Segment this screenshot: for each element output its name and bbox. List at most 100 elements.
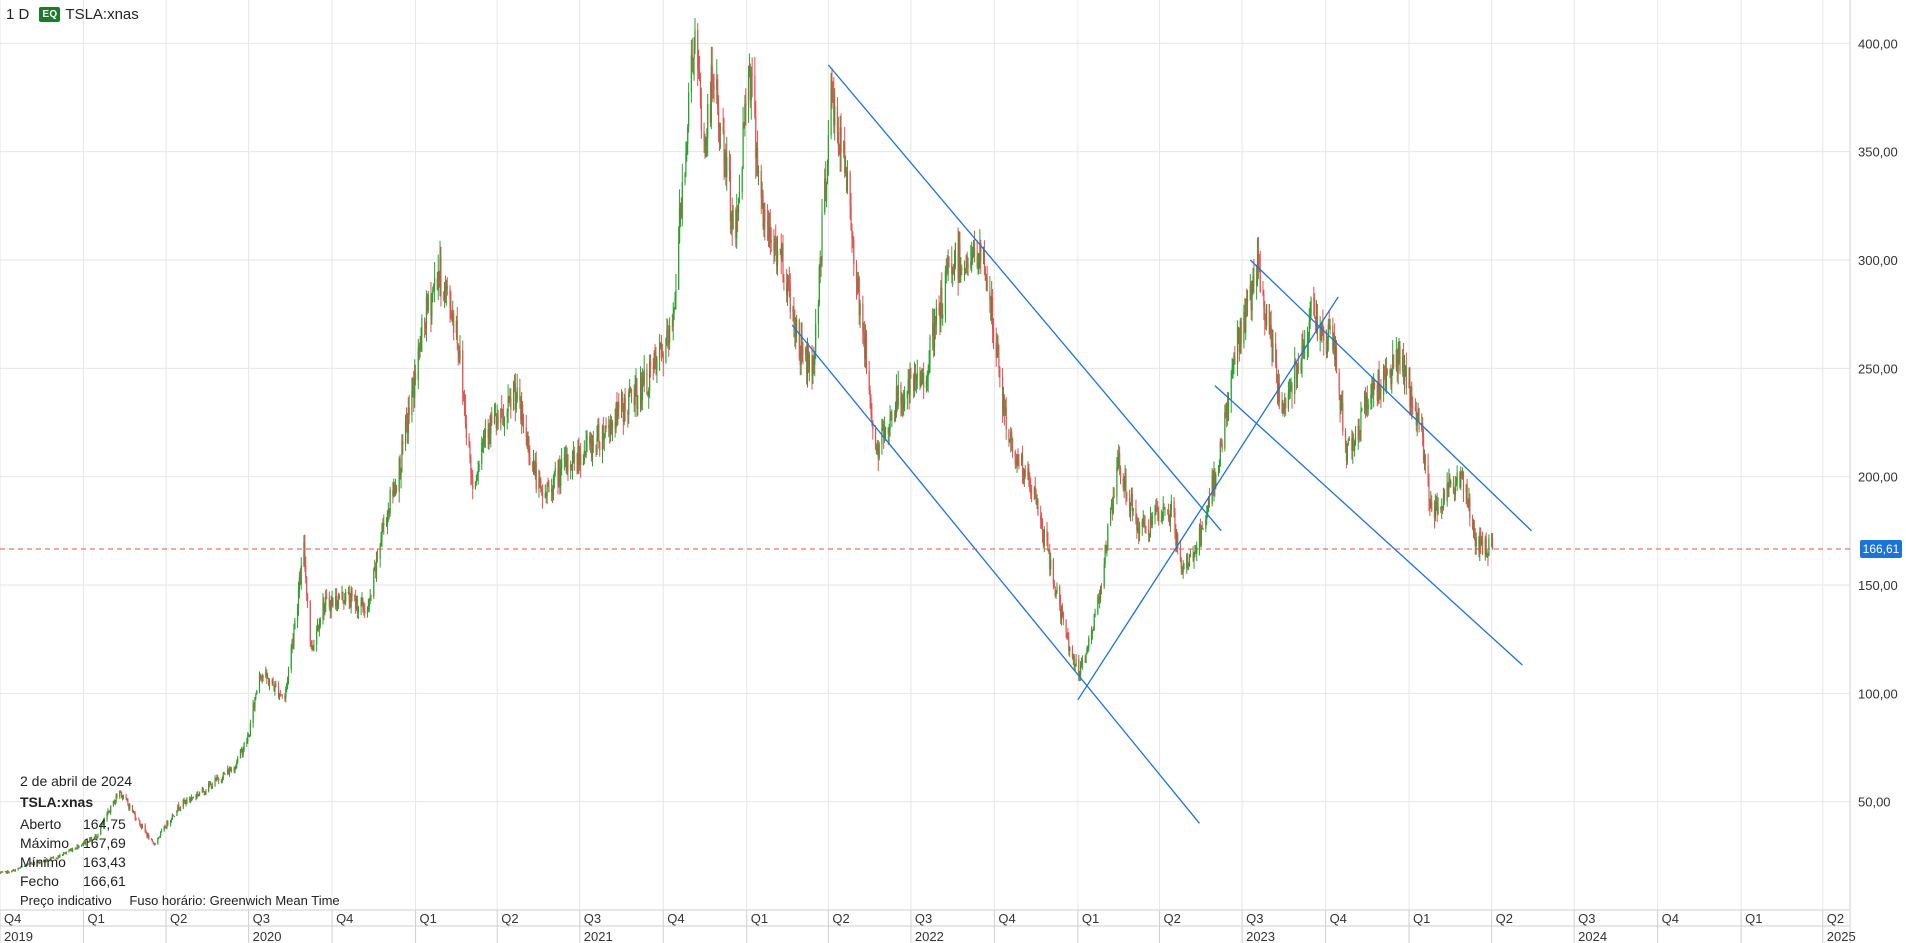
candle-body	[1084, 660, 1086, 663]
candle-body	[573, 450, 575, 464]
candle-body	[807, 349, 810, 372]
candle-body	[493, 415, 496, 424]
candle-body	[342, 591, 344, 601]
candle-body	[382, 522, 384, 532]
candle-body	[903, 398, 906, 405]
candle-body	[1061, 609, 1064, 612]
candle-body	[312, 645, 314, 650]
candle-body	[1213, 469, 1215, 491]
candle-body	[472, 478, 474, 489]
trendline	[1077, 296, 1339, 701]
candle-body	[1398, 345, 1400, 356]
candle-body	[1011, 431, 1013, 439]
candle-body	[1009, 440, 1011, 442]
candle-body	[1240, 320, 1242, 344]
candle-body	[463, 393, 465, 399]
candle-body	[101, 823, 103, 828]
candle-body	[1118, 452, 1120, 461]
candle-body	[1015, 464, 1017, 466]
candle-body	[1042, 536, 1045, 546]
candle-body	[673, 307, 675, 313]
candle-body	[228, 769, 230, 775]
candle-body	[1198, 528, 1201, 548]
candle-body	[1053, 583, 1055, 587]
candle-body	[703, 130, 705, 142]
candle-body	[7, 870, 9, 873]
candle-body	[1314, 300, 1316, 317]
candle-body	[1031, 493, 1033, 495]
candle-body	[1107, 525, 1109, 547]
candle-body	[1207, 507, 1209, 517]
candle-body	[453, 313, 455, 333]
candle-body	[831, 83, 833, 95]
candle-body	[1097, 596, 1099, 614]
candle-body	[850, 206, 852, 230]
candle-body	[209, 783, 212, 785]
ohlc-row-high: Máximo 167,69	[20, 834, 126, 853]
candle-body	[825, 178, 827, 201]
candle-body	[836, 106, 839, 133]
candle-body	[953, 266, 956, 271]
candle-body	[592, 440, 594, 447]
candle-body	[1113, 496, 1115, 498]
candle-body	[824, 178, 826, 213]
candle-body	[1226, 402, 1228, 418]
candle-body	[805, 348, 807, 355]
candle-body	[253, 704, 255, 708]
candle-body	[656, 358, 658, 371]
candle-body	[729, 170, 731, 221]
candle-body	[424, 318, 426, 323]
candle-body	[1342, 402, 1344, 431]
candle-body	[954, 243, 956, 267]
symbol-label[interactable]: TSLA:xnas	[65, 6, 139, 23]
candle-body	[616, 404, 618, 416]
candle-body	[1161, 519, 1163, 521]
candle-body	[984, 268, 986, 280]
candle-body	[199, 792, 201, 794]
candle-body	[2, 871, 4, 873]
candle-body	[939, 313, 941, 325]
candle-body	[980, 243, 982, 260]
candle-body	[1234, 356, 1236, 365]
candle-body	[274, 683, 276, 691]
candle-body	[475, 480, 477, 483]
candle-body	[107, 810, 109, 813]
candle-body	[1474, 538, 1476, 547]
candle-body	[398, 458, 400, 492]
candle-body	[745, 103, 747, 106]
candle-body	[122, 796, 124, 798]
candle-body	[1071, 646, 1074, 659]
candle-body	[49, 859, 51, 861]
candle-body	[970, 261, 972, 268]
candle-body	[1297, 366, 1299, 371]
candle-body	[512, 389, 515, 411]
candle-body	[603, 436, 605, 440]
candle-body	[909, 374, 911, 397]
timeframe-label[interactable]: 1 D	[6, 6, 30, 23]
candle-body	[706, 137, 708, 140]
x-quarter-label: Q2	[1164, 911, 1181, 926]
candle-body	[707, 104, 709, 138]
x-year-label: 2025	[1827, 929, 1856, 943]
candle-body	[344, 601, 346, 603]
candle-body	[108, 810, 110, 812]
candle-body	[150, 839, 153, 841]
candle-body	[294, 620, 296, 630]
candle-body	[1188, 556, 1191, 565]
candle-body	[84, 841, 86, 845]
candle-body	[1195, 552, 1197, 554]
candle-body	[1314, 316, 1317, 318]
candle-body	[278, 694, 281, 698]
candle-body	[443, 297, 445, 299]
candle-body	[1467, 500, 1469, 507]
candle-body	[424, 322, 427, 329]
candle-body	[510, 398, 512, 411]
candle-body	[519, 387, 521, 401]
candle-body	[1060, 603, 1062, 619]
candle-body	[1352, 437, 1354, 451]
candle-body	[1069, 646, 1071, 652]
candle-body	[42, 859, 45, 863]
candle-body	[655, 356, 657, 371]
candle-body	[776, 246, 778, 266]
